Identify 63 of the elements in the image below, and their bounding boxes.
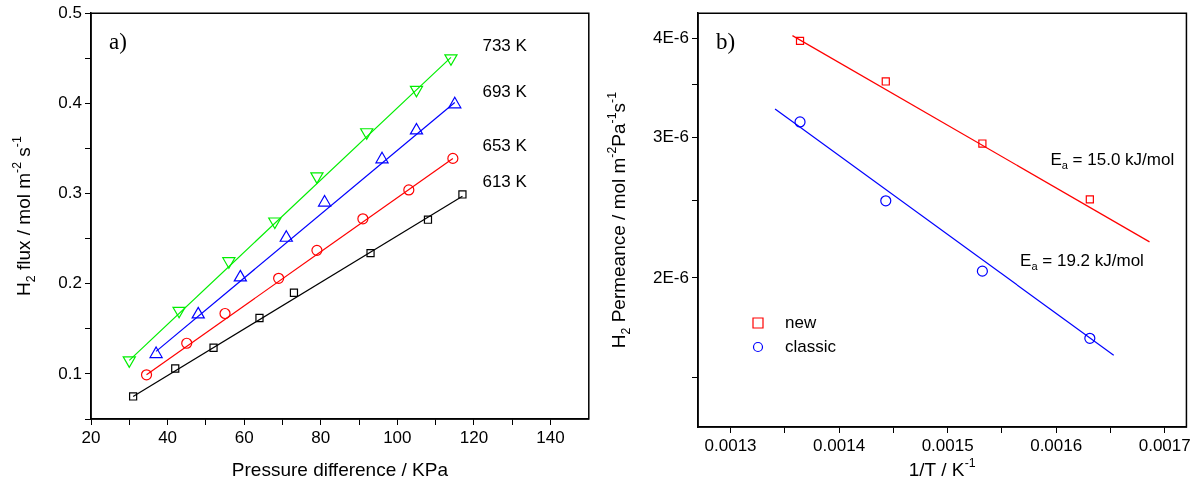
legend-label: new — [785, 312, 817, 332]
y-tick-label: 3E-6 — [653, 127, 689, 147]
point — [794, 116, 806, 128]
series-label: 693 K — [482, 81, 528, 101]
point — [149, 346, 163, 359]
point — [447, 152, 459, 164]
x-tick-label: 0.0016 — [1030, 435, 1083, 455]
x-tick-label: 0.0017 — [1138, 435, 1191, 455]
point — [317, 194, 332, 207]
y-tick-label: 0.4 — [58, 93, 82, 113]
y-tick-label: 0.2 — [58, 273, 82, 293]
point — [357, 213, 369, 225]
point — [128, 392, 138, 401]
x-tick-label: 40 — [158, 427, 178, 447]
point — [448, 96, 462, 109]
x-tick-label: 120 — [459, 427, 489, 447]
point — [423, 215, 433, 224]
x-tick-label: 0.0015 — [921, 435, 974, 455]
point — [255, 313, 264, 323]
point — [1084, 332, 1096, 344]
x-tick-label: 20 — [81, 427, 101, 447]
annotation: a) — [109, 29, 127, 55]
y-axis-title: H2 Permeance / mol m-2Pa-1s-1 — [604, 91, 634, 349]
point — [219, 307, 231, 320]
point — [978, 139, 987, 148]
y-axis-title: H2 flux / mol m-2 s-1 — [9, 136, 39, 296]
point — [880, 195, 892, 207]
x-tick-label: 80 — [311, 427, 331, 447]
series-label: 653 K — [482, 136, 528, 156]
point — [366, 248, 375, 258]
x-tick-label: 0.0014 — [813, 435, 866, 455]
series-label: 733 K — [482, 35, 528, 55]
point — [140, 369, 153, 381]
point — [233, 269, 247, 282]
point — [976, 265, 988, 277]
series-label: 613 K — [482, 172, 528, 192]
point — [409, 122, 424, 135]
point — [273, 272, 285, 284]
point — [1085, 195, 1094, 204]
x-tick-label: 0.0013 — [704, 435, 757, 455]
point — [289, 288, 299, 297]
y-tick-label: 2E-6 — [653, 267, 689, 287]
legend-label: classic — [785, 336, 837, 356]
x-tick-label: 140 — [536, 427, 565, 447]
y-tick-label: 0.3 — [58, 183, 82, 203]
x-axis-title: Pressure difference / KPa — [231, 459, 449, 481]
point — [191, 306, 205, 319]
point — [181, 337, 193, 349]
y-tick-label: 0.1 — [58, 363, 82, 383]
y-tick-label: 0.5 — [58, 2, 82, 22]
point — [881, 77, 890, 86]
point — [795, 36, 805, 45]
point — [311, 244, 323, 256]
point — [403, 184, 415, 196]
point — [279, 230, 293, 242]
point — [171, 364, 180, 373]
annotation: b) — [716, 29, 736, 55]
x-tick-label: 60 — [234, 427, 254, 447]
y-tick-label: 4E-6 — [653, 27, 689, 47]
point — [458, 190, 467, 199]
point — [375, 151, 389, 164]
point — [209, 343, 218, 352]
x-tick-label: 100 — [383, 427, 412, 447]
